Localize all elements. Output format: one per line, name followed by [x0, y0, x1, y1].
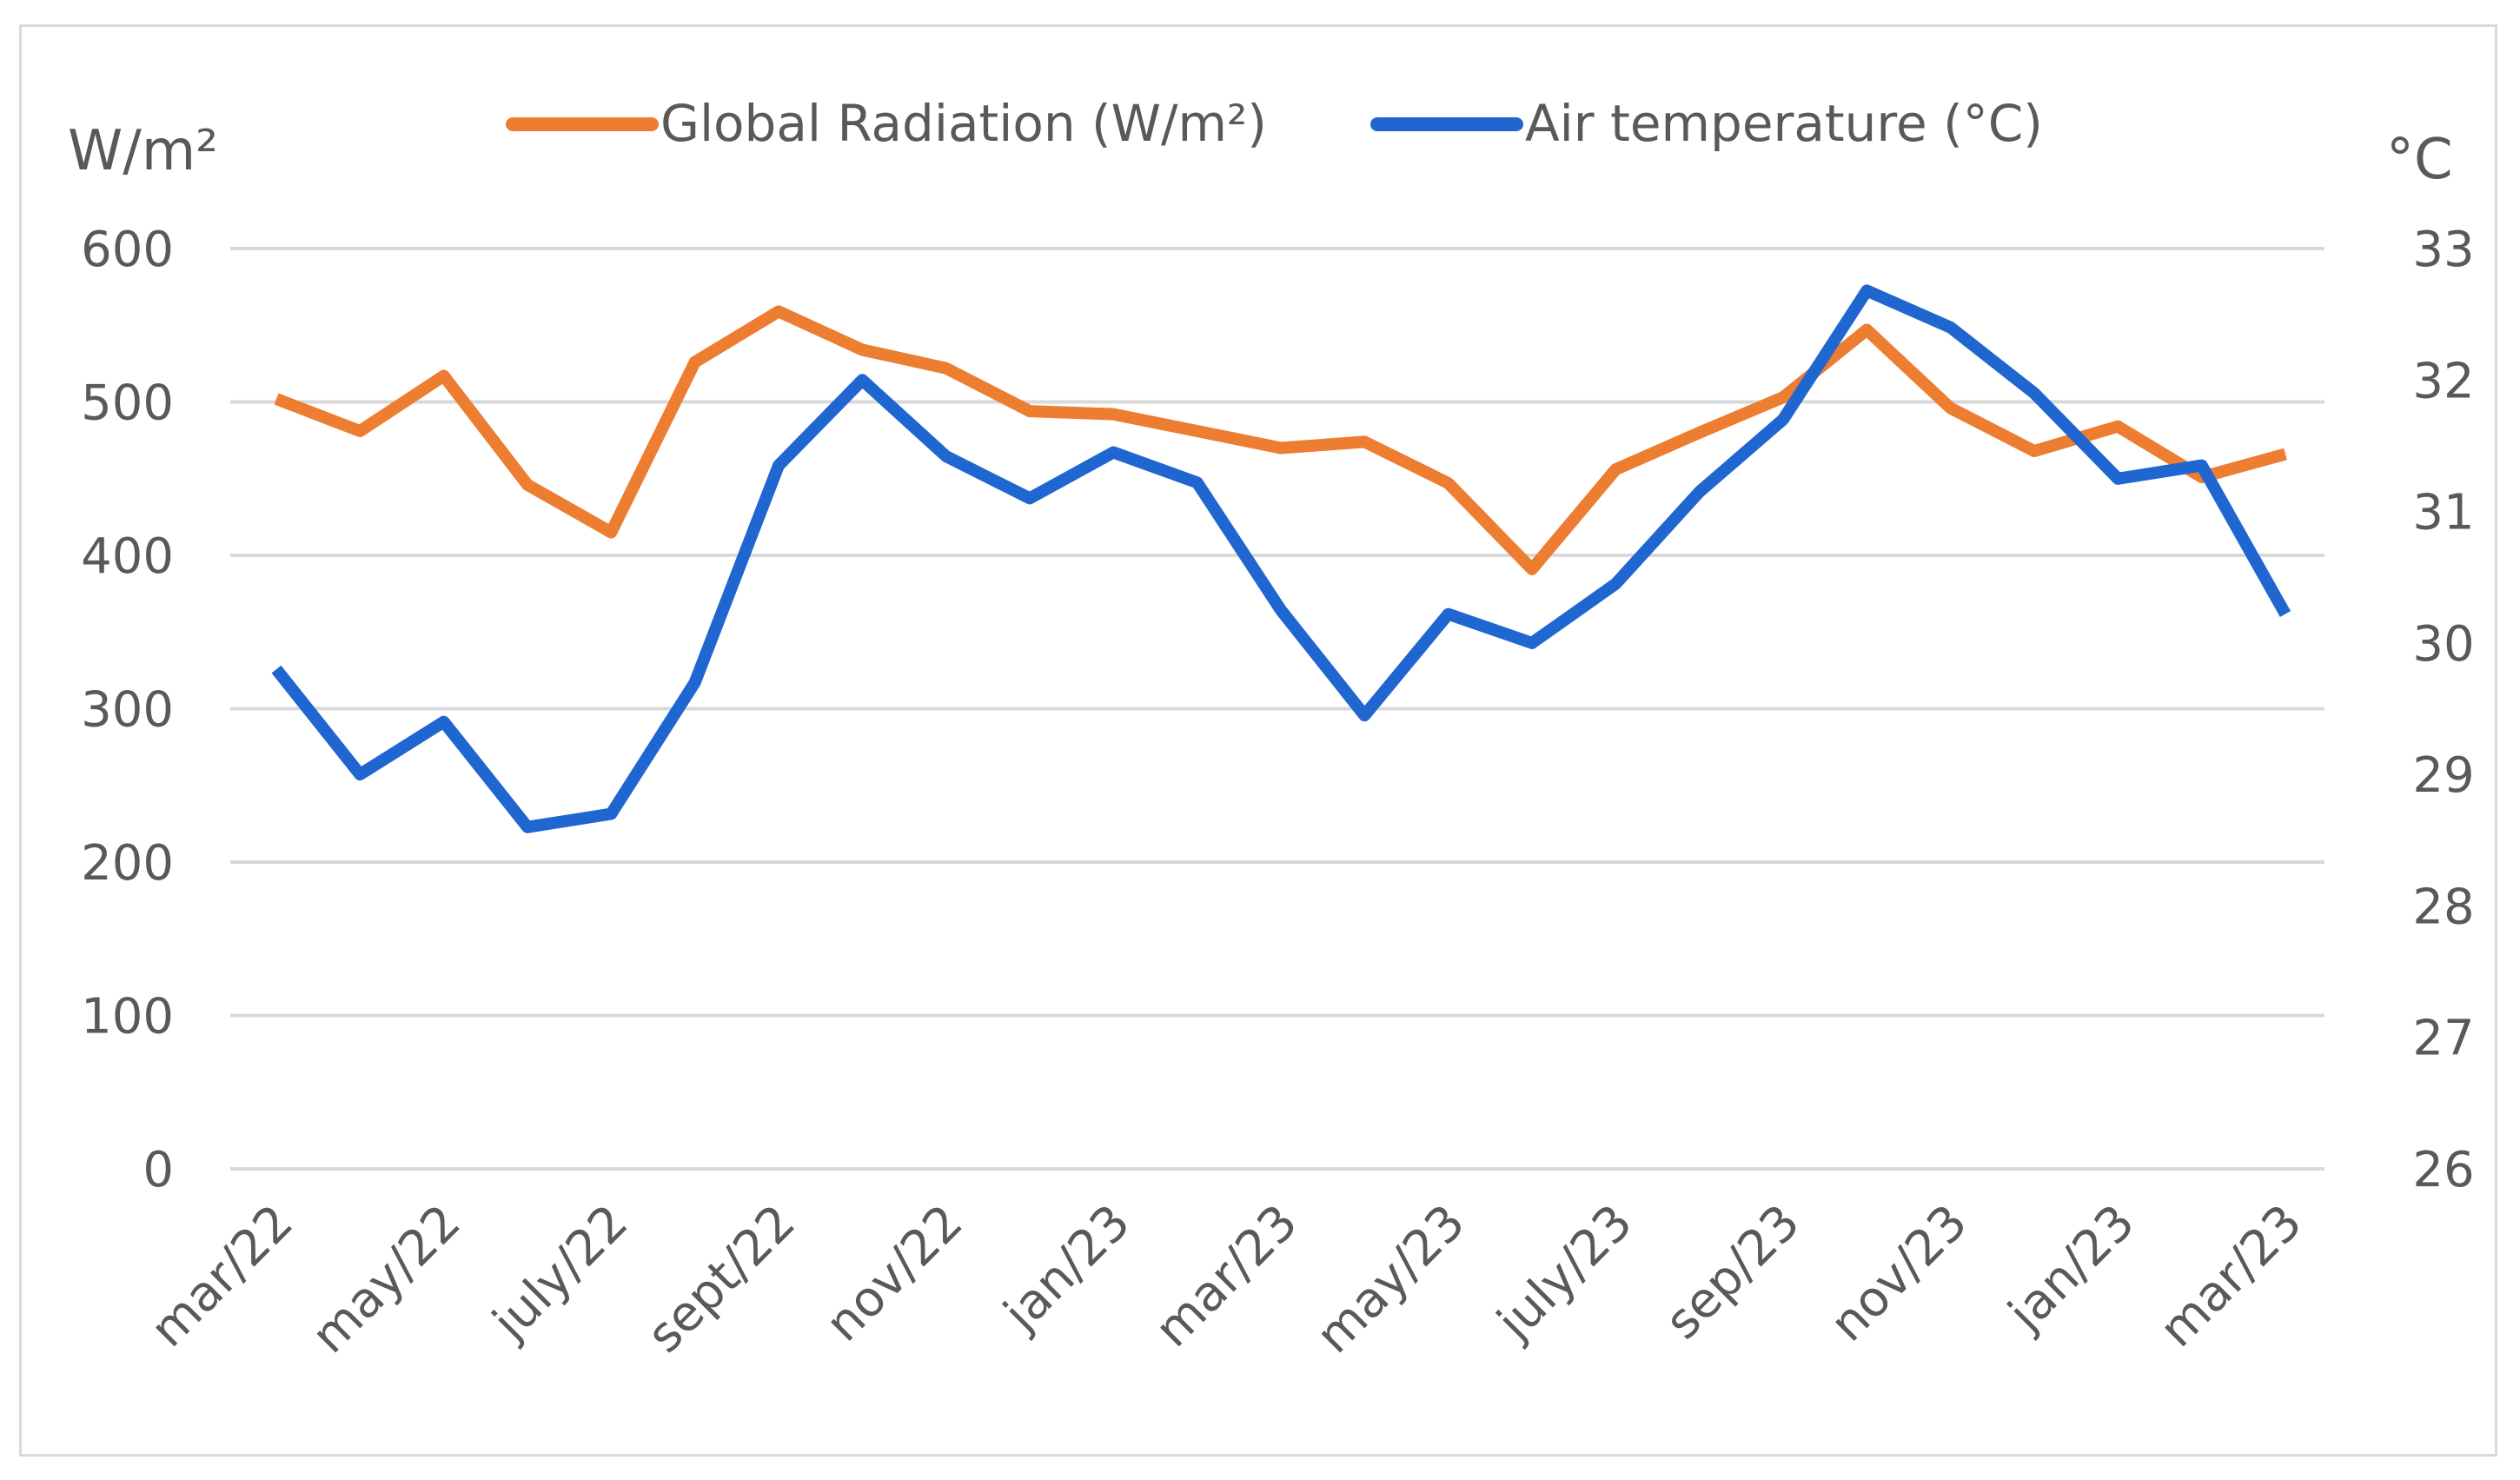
left-axis-ticks: 0 100 200 300 400 500 600: [81, 222, 174, 1198]
x-tick-label: sept/22: [637, 1194, 806, 1364]
right-tick-label: 31: [2412, 485, 2474, 541]
left-tick-label: 100: [81, 989, 174, 1045]
right-tick-label: 27: [2412, 1011, 2474, 1067]
x-tick-label: sep/23: [1655, 1194, 1811, 1351]
left-tick-label: 200: [81, 835, 174, 892]
right-tick-label: 30: [2412, 616, 2474, 673]
legend-label-global-radiation: Global Radiation (W/m²): [660, 94, 1267, 153]
x-tick-label: may/23: [1306, 1194, 1476, 1364]
x-tick-label: july/22: [481, 1194, 640, 1352]
x-tick-label: mar/23: [1144, 1194, 1309, 1358]
right-axis-ticks: 26 27 28 29 30 31 32 33: [2412, 222, 2474, 1198]
left-tick-label: 0: [143, 1142, 174, 1198]
chart-frame: [19, 24, 2497, 1457]
right-tick-label: 26: [2412, 1142, 2474, 1198]
series-line-air-temperature: [271, 284, 2291, 833]
right-tick-label: 28: [2412, 879, 2474, 935]
left-tick-label: 500: [81, 375, 174, 432]
gridlines: [230, 247, 2324, 1171]
x-tick-label: nov/22: [815, 1194, 973, 1352]
right-tick-label: 33: [2412, 222, 2474, 278]
right-tick-label: 32: [2412, 353, 2474, 409]
left-tick-label: 600: [81, 222, 174, 278]
x-tick-label: mar/23: [2149, 1194, 2313, 1358]
x-tick-label: jan/23: [1997, 1194, 2145, 1343]
left-tick-label: 400: [81, 528, 174, 585]
series-line-global-radiation: [274, 305, 2287, 575]
legend-label-air-temperature: Air temperature (°C): [1525, 94, 2043, 153]
x-tick-label: nov/23: [1820, 1194, 1978, 1352]
x-tick-label: jan/23: [992, 1194, 1141, 1343]
x-tick-label: mar/22: [140, 1194, 304, 1358]
x-tick-label: july/23: [1486, 1194, 1644, 1352]
right-tick-label: 29: [2412, 747, 2474, 804]
left-tick-label: 300: [81, 682, 174, 739]
right-axis-unit: °C: [2386, 128, 2453, 192]
legend: Global Radiation (W/m²) Air temperature …: [506, 94, 2043, 153]
x-tick-label: may/22: [302, 1194, 472, 1364]
left-axis-unit: W/m²: [68, 119, 218, 183]
series-lines: [271, 284, 2291, 833]
